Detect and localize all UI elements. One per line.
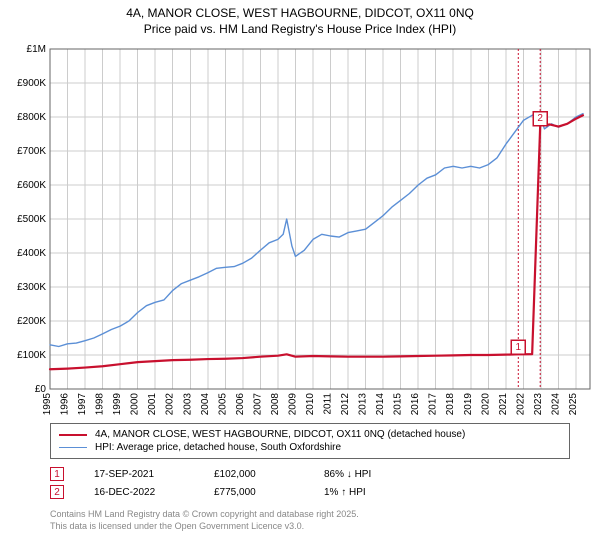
legend-item: 4A, MANOR CLOSE, WEST HAGBOURNE, DIDCOT,…	[59, 428, 561, 441]
chart-plot: £0£100K£200K£300K£400K£500K£600K£700K£80…	[0, 39, 600, 419]
x-tick-label: 2009	[287, 393, 298, 416]
transaction-row: 2 16-DEC-2022 £775,000 1% ↑ HPI	[50, 483, 570, 501]
x-tick-label: 2024	[550, 393, 561, 416]
x-tick-label: 1998	[95, 393, 106, 416]
y-tick-label: £700K	[17, 146, 46, 157]
y-tick-label: £100K	[17, 350, 46, 361]
x-tick-label: 2019	[463, 393, 474, 416]
x-tick-label: 2004	[200, 393, 211, 416]
row-price: £102,000	[214, 469, 294, 480]
x-tick-label: 2002	[165, 393, 176, 416]
x-tick-label: 2015	[393, 393, 404, 416]
x-tick-label: 2006	[235, 393, 246, 416]
legend-item: HPI: Average price, detached house, Sout…	[59, 441, 561, 454]
x-tick-label: 2025	[568, 393, 579, 416]
x-tick-label: 2014	[375, 393, 386, 416]
row-marker: 1	[50, 467, 64, 481]
series-price_paid	[50, 115, 583, 369]
chart-title: 4A, MANOR CLOSE, WEST HAGBOURNE, DIDCOT,…	[0, 0, 600, 39]
row-price: £775,000	[214, 487, 294, 498]
y-tick-label: £600K	[17, 180, 46, 191]
x-tick-label: 2007	[252, 393, 263, 416]
legend-swatch	[59, 447, 87, 448]
x-tick-label: 2018	[445, 393, 456, 416]
row-delta: 1% ↑ HPI	[324, 487, 366, 498]
x-tick-label: 2021	[498, 393, 509, 416]
row-date: 16-DEC-2022	[94, 487, 184, 498]
legend-label: 4A, MANOR CLOSE, WEST HAGBOURNE, DIDCOT,…	[95, 429, 465, 440]
x-tick-label: 2017	[428, 393, 439, 416]
transactions-table: 1 17-SEP-2021 £102,000 86% ↓ HPI 2 16-DEC-202…	[50, 465, 570, 501]
x-tick-label: 1999	[112, 393, 123, 416]
title-address: 4A, MANOR CLOSE, WEST HAGBOURNE, DIDCOT,…	[0, 6, 600, 22]
x-tick-label: 2005	[217, 393, 228, 416]
marker-num-1: 1	[516, 342, 522, 353]
x-tick-label: 2003	[182, 393, 193, 416]
x-tick-label: 1996	[60, 393, 71, 416]
y-tick-label: £900K	[17, 78, 46, 89]
x-tick-label: 2000	[130, 393, 141, 416]
legend-swatch	[59, 434, 87, 436]
row-date: 17-SEP-2021	[94, 469, 184, 480]
chart-svg: £0£100K£200K£300K£400K£500K£600K£700K£80…	[0, 39, 600, 419]
footer-line1: Contains HM Land Registry data © Crown c…	[50, 509, 570, 521]
x-tick-label: 2013	[358, 393, 369, 416]
y-tick-label: £500K	[17, 214, 46, 225]
y-tick-label: £800K	[17, 112, 46, 123]
x-tick-label: 2022	[515, 393, 526, 416]
row-delta: 86% ↓ HPI	[324, 469, 371, 480]
x-tick-label: 2011	[323, 393, 334, 415]
y-tick-label: £400K	[17, 248, 46, 259]
x-tick-label: 2008	[270, 393, 281, 416]
footer-line2: This data is licensed under the Open Gov…	[50, 521, 570, 533]
row-marker: 2	[50, 485, 64, 499]
series-hpi	[50, 112, 583, 347]
y-tick-label: £200K	[17, 316, 46, 327]
footer-attribution: Contains HM Land Registry data © Crown c…	[50, 509, 570, 532]
marker-num-2: 2	[537, 113, 543, 124]
x-tick-label: 2010	[305, 393, 316, 416]
x-tick-label: 2016	[410, 393, 421, 416]
y-tick-label: £300K	[17, 282, 46, 293]
y-tick-label: £1M	[27, 44, 46, 55]
x-tick-label: 2023	[533, 393, 544, 416]
title-subtitle: Price paid vs. HM Land Registry's House …	[0, 22, 600, 38]
x-tick-label: 1995	[42, 393, 53, 416]
legend: 4A, MANOR CLOSE, WEST HAGBOURNE, DIDCOT,…	[50, 423, 570, 459]
x-tick-label: 2012	[340, 393, 351, 416]
transaction-row: 1 17-SEP-2021 £102,000 86% ↓ HPI	[50, 465, 570, 483]
x-tick-label: 2020	[480, 393, 491, 416]
x-tick-label: 1997	[77, 393, 88, 416]
legend-label: HPI: Average price, detached house, Sout…	[95, 442, 341, 453]
x-tick-label: 2001	[147, 393, 158, 416]
